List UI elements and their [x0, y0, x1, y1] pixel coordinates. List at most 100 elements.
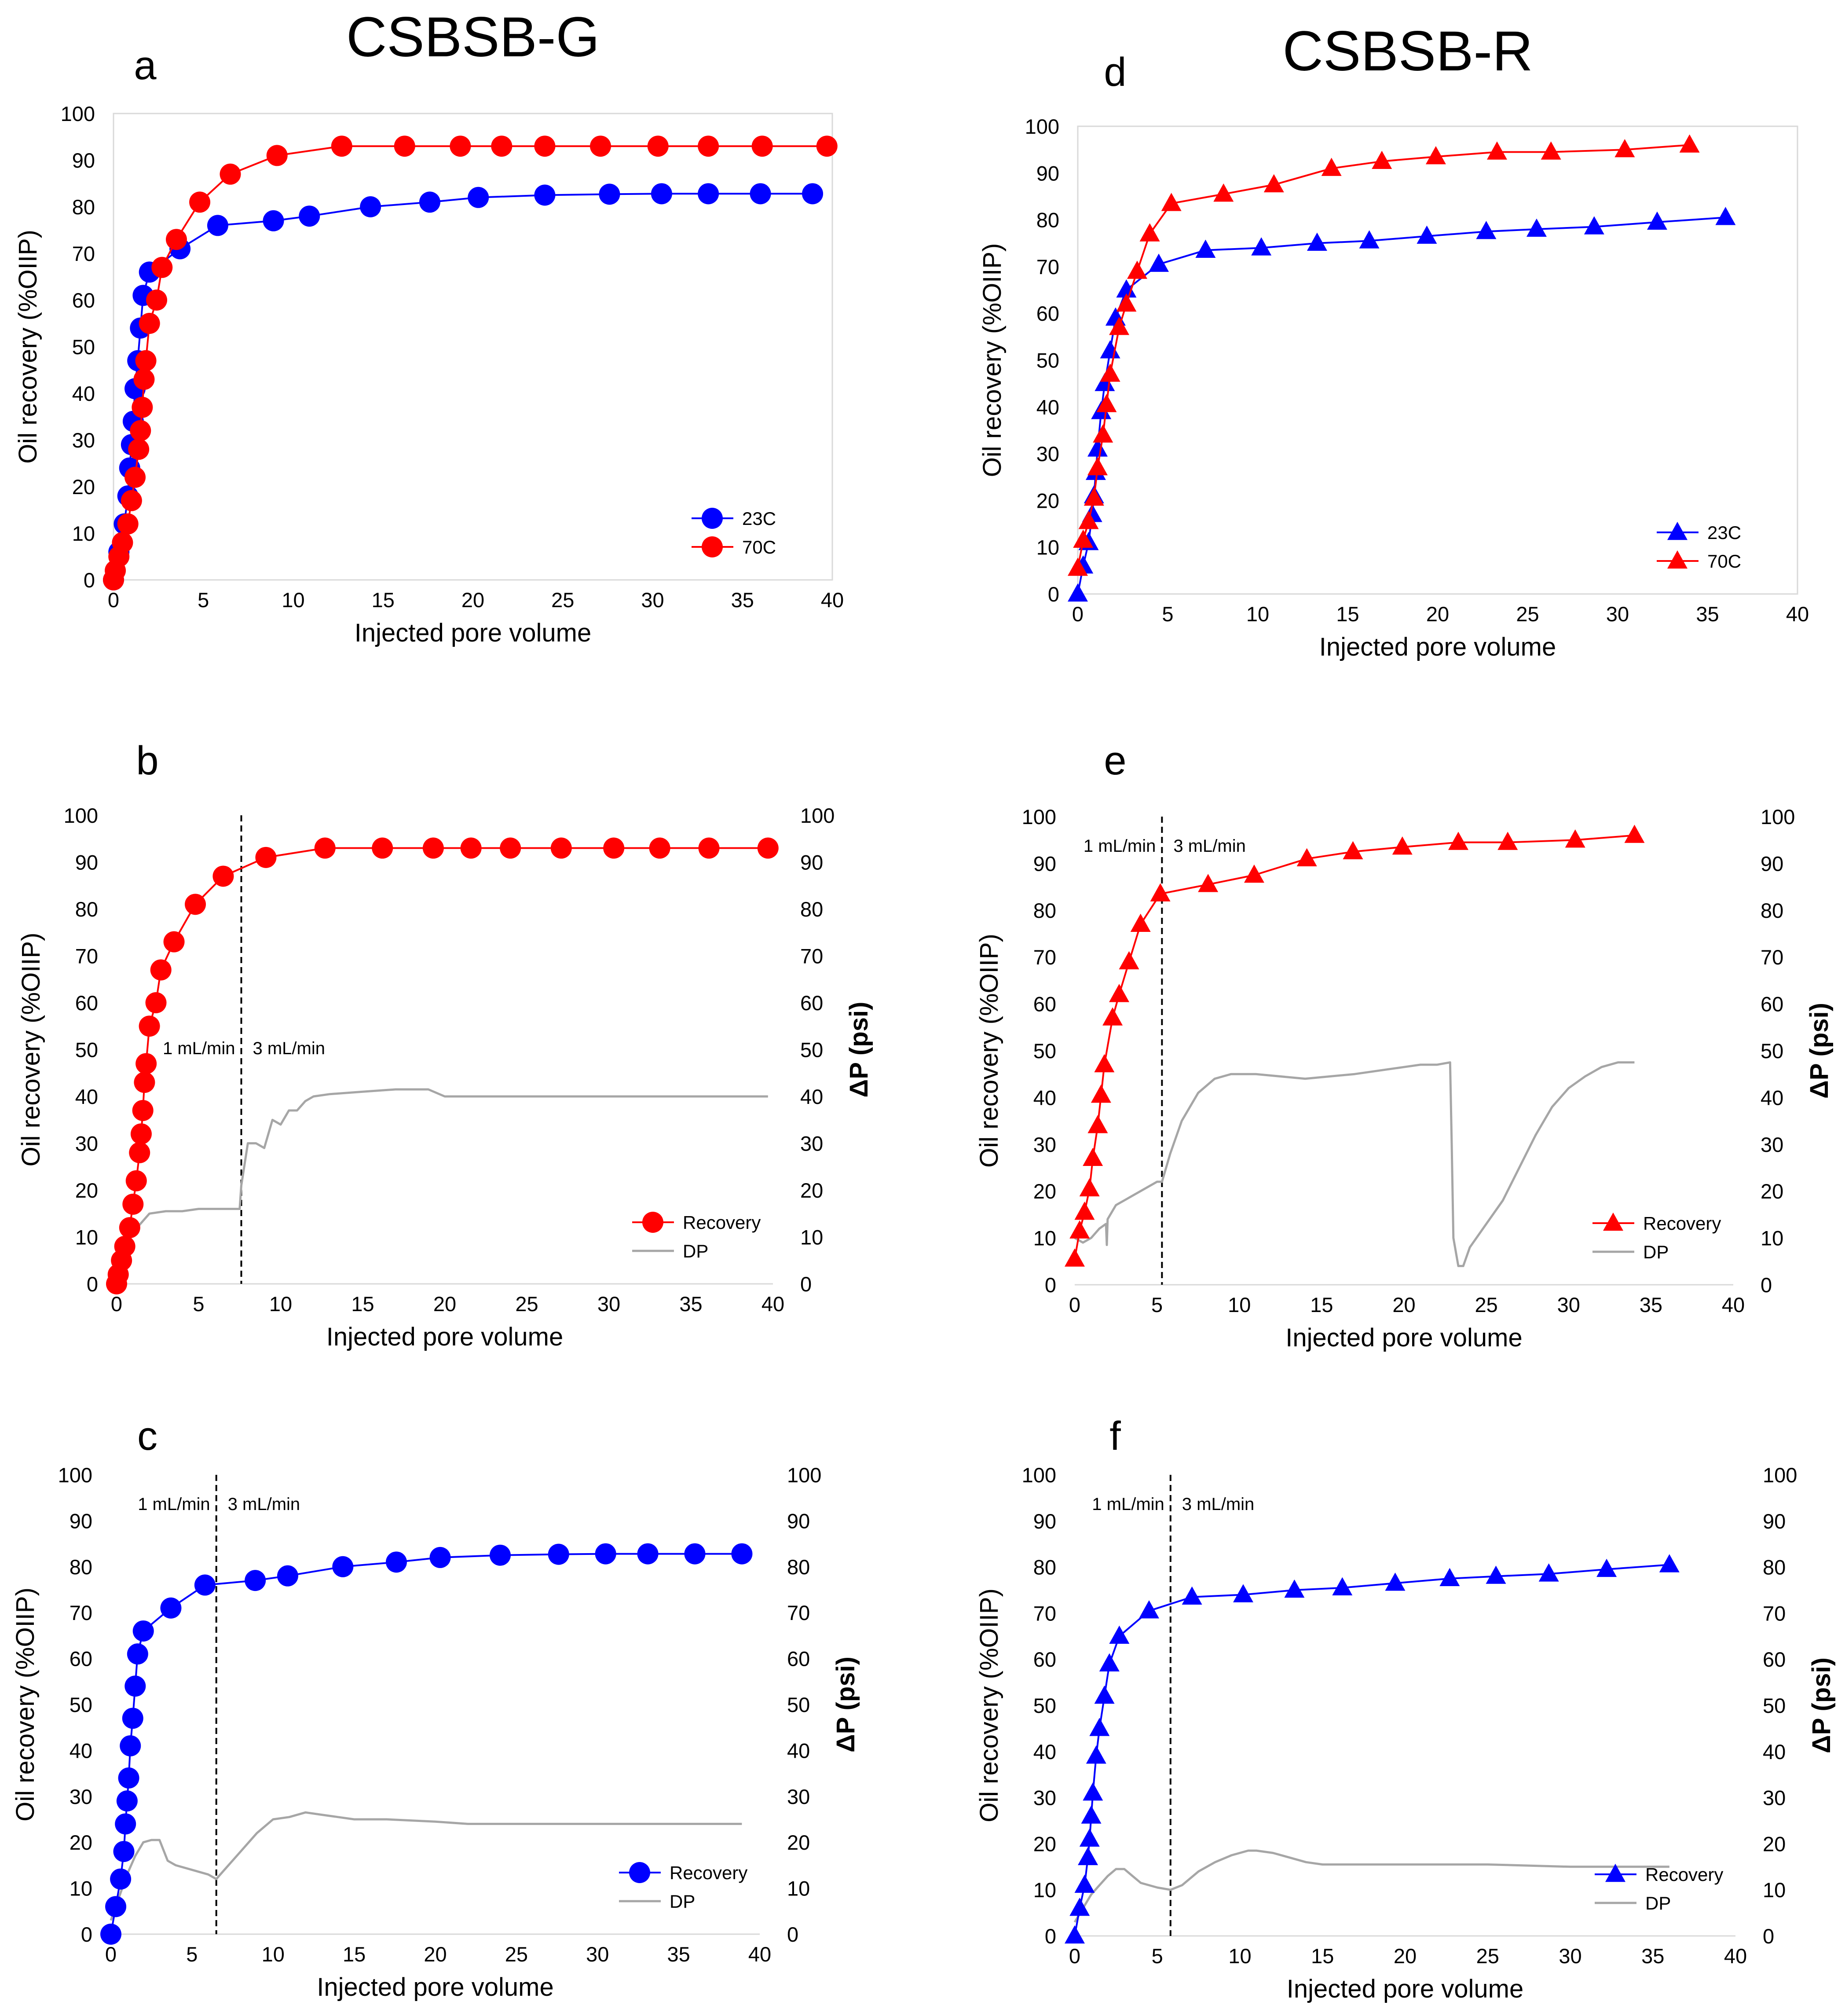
- y-tick-label: 70: [1033, 946, 1056, 969]
- x-axis-label: Injected pore volume: [355, 619, 591, 647]
- data-point: [360, 196, 381, 217]
- y2-axis-label: ΔP (psi): [1805, 1003, 1834, 1099]
- x-tick-label: 20: [1426, 602, 1449, 626]
- data-point: [114, 1235, 135, 1257]
- data-point: [331, 136, 352, 157]
- y2-tick-label: 40: [1761, 1086, 1783, 1109]
- x-tick-label: 15: [343, 1943, 366, 1966]
- y2-tick-label: 10: [787, 1877, 810, 1900]
- data-point: [1102, 1007, 1123, 1026]
- y2-axis-label: ΔP (psi): [831, 1657, 860, 1752]
- data-point: [1213, 183, 1234, 202]
- y-tick-label: 90: [75, 851, 98, 874]
- series-line: [1073, 1849, 1669, 1923]
- data-point: [422, 837, 444, 859]
- x-tick-label: 25: [505, 1943, 528, 1966]
- data-point: [116, 1790, 138, 1812]
- data-point: [245, 1570, 266, 1591]
- x-tick-label: 35: [1640, 1293, 1662, 1316]
- y2-tick-label: 90: [800, 851, 823, 874]
- data-point: [1116, 279, 1137, 298]
- panel-b: b 0 5 10 15 20 25 30 35 40 0 10 20 30 40 50 60 70 80 90 100 0…: [17, 738, 873, 1351]
- data-point: [1069, 1220, 1090, 1239]
- data-point: [1073, 529, 1094, 548]
- y-tick-label: 70: [1036, 255, 1059, 279]
- data-point: [603, 837, 625, 859]
- data-point: [1109, 316, 1130, 335]
- x-tick-label: 10: [262, 1943, 285, 1966]
- y2-tick-label: 20: [800, 1179, 823, 1202]
- data-point: [1100, 340, 1120, 359]
- y-tick-label: 20: [75, 1179, 98, 1202]
- y2-tick-label: 60: [1761, 993, 1783, 1016]
- x-tick-label: 5: [193, 1292, 204, 1316]
- legend-label: DP: [1645, 1893, 1671, 1913]
- data-point: [110, 1868, 132, 1890]
- data-point: [1296, 848, 1317, 867]
- y-tick-label: 60: [75, 991, 98, 1015]
- data-point: [1065, 1248, 1085, 1267]
- data-point: [1251, 237, 1272, 256]
- y2-tick-label: 20: [787, 1831, 810, 1854]
- y-axis-label: Oil recovery (%OIIP): [978, 243, 1007, 477]
- x-tick-label: 40: [1786, 602, 1809, 626]
- series-recovery: [106, 837, 779, 1294]
- data-point: [647, 136, 669, 157]
- data-point: [132, 1100, 154, 1121]
- panel-f: f 0 5 10 15 20 25 30 35 40 0 10 20 30 40 50 60 70 80 90 100 0…: [975, 1414, 1836, 2003]
- y-tick-label: 10: [70, 1877, 92, 1900]
- y-tick-label: 80: [70, 1555, 92, 1579]
- series-line: [1074, 1564, 1669, 1936]
- x-tick-label: 5: [1151, 1293, 1163, 1316]
- data-point: [1497, 832, 1518, 850]
- data-point: [468, 187, 489, 208]
- data-point: [160, 1597, 182, 1619]
- y2-tick-label: 50: [787, 1693, 810, 1716]
- data-point: [1149, 253, 1169, 272]
- y-tick-label: 70: [70, 1601, 92, 1624]
- y-tick-label: 20: [70, 1831, 92, 1854]
- y-tick-label: 20: [1033, 1180, 1056, 1203]
- x-axis-label: Injected pore volume: [1285, 1323, 1522, 1352]
- series-dp: [1073, 1849, 1669, 1923]
- data-point: [1263, 174, 1284, 193]
- x-tick-label: 20: [433, 1292, 456, 1316]
- data-point: [1321, 158, 1342, 176]
- data-point: [105, 1896, 127, 1917]
- x-tick-label: 35: [731, 588, 754, 612]
- data-point: [1081, 1805, 1102, 1824]
- y2-tick-label: 80: [1763, 1556, 1786, 1579]
- data-point: [1385, 1572, 1406, 1591]
- y-tick-label: 10: [1033, 1878, 1056, 1902]
- data-point: [1096, 394, 1117, 412]
- data-point: [684, 1543, 706, 1565]
- legend: Recovery DP: [619, 1862, 747, 1912]
- x-tick-label: 20: [1394, 1944, 1417, 1968]
- data-point: [698, 837, 720, 859]
- data-point: [1099, 1653, 1120, 1671]
- data-point: [124, 466, 146, 488]
- annotation-3ml: 3 mL/min: [1182, 1495, 1255, 1514]
- x-tick-label: 0: [1069, 1293, 1080, 1316]
- y2-tick-label: 90: [1763, 1510, 1786, 1533]
- data-point: [1083, 1147, 1103, 1166]
- legend-label: DP: [1643, 1242, 1669, 1262]
- data-point: [1284, 1579, 1305, 1598]
- panel-letter: a: [134, 43, 157, 88]
- x-tick-label: 35: [667, 1943, 690, 1966]
- y-tick-label: 70: [72, 242, 95, 265]
- legend-marker: [1667, 550, 1688, 569]
- data-point: [1084, 487, 1104, 506]
- annotation-1ml: 1 mL/min: [1084, 836, 1156, 856]
- y-tick-label: 0: [1048, 583, 1059, 606]
- legend: Recovery DP: [632, 1212, 761, 1261]
- x-tick-label: 35: [1696, 602, 1719, 626]
- data-point: [534, 184, 556, 206]
- data-point: [460, 837, 482, 859]
- data-point: [1095, 373, 1115, 391]
- data-point: [194, 1574, 216, 1596]
- legend-marker: [702, 536, 723, 557]
- y2-tick-label: 40: [800, 1085, 823, 1108]
- x-tick-label: 40: [1724, 1944, 1747, 1968]
- y-tick-label: 60: [72, 289, 95, 312]
